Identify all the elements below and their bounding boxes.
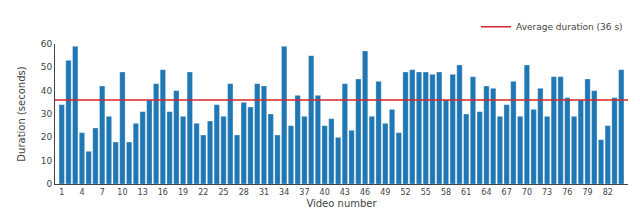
svg-text:19: 19 xyxy=(178,188,188,197)
svg-text:67: 67 xyxy=(502,188,512,197)
svg-text:Video number: Video number xyxy=(306,198,377,209)
svg-text:22: 22 xyxy=(198,188,208,197)
svg-text:58: 58 xyxy=(441,188,451,197)
svg-text:70: 70 xyxy=(522,188,532,197)
svg-text:16: 16 xyxy=(158,188,168,197)
svg-text:52: 52 xyxy=(400,188,410,197)
svg-text:Average duration (36 s): Average duration (36 s) xyxy=(516,22,623,32)
svg-text:20: 20 xyxy=(41,132,53,142)
svg-text:10: 10 xyxy=(41,156,53,166)
svg-text:28: 28 xyxy=(239,188,249,197)
svg-text:64: 64 xyxy=(481,188,491,197)
svg-text:10: 10 xyxy=(117,188,127,197)
svg-text:76: 76 xyxy=(562,188,572,197)
svg-text:40: 40 xyxy=(41,86,53,96)
svg-text:55: 55 xyxy=(421,188,431,197)
svg-text:1: 1 xyxy=(59,188,64,197)
svg-text:34: 34 xyxy=(279,188,289,197)
svg-text:82: 82 xyxy=(603,188,613,197)
svg-text:49: 49 xyxy=(380,188,390,197)
svg-text:25: 25 xyxy=(218,188,228,197)
svg-text:46: 46 xyxy=(360,188,370,197)
svg-text:43: 43 xyxy=(340,188,350,197)
svg-text:7: 7 xyxy=(100,188,105,197)
svg-text:13: 13 xyxy=(138,188,148,197)
svg-text:60: 60 xyxy=(41,39,53,49)
svg-text:61: 61 xyxy=(461,188,471,197)
svg-text:73: 73 xyxy=(542,188,552,197)
svg-text:4: 4 xyxy=(79,188,84,197)
svg-text:37: 37 xyxy=(299,188,309,197)
svg-text:79: 79 xyxy=(582,188,592,197)
svg-text:31: 31 xyxy=(259,188,269,197)
svg-text:0: 0 xyxy=(46,179,52,189)
svg-text:Duration (seconds): Duration (seconds) xyxy=(16,66,27,161)
svg-text:50: 50 xyxy=(41,62,53,72)
svg-text:40: 40 xyxy=(320,188,330,197)
svg-text:30: 30 xyxy=(41,109,53,119)
